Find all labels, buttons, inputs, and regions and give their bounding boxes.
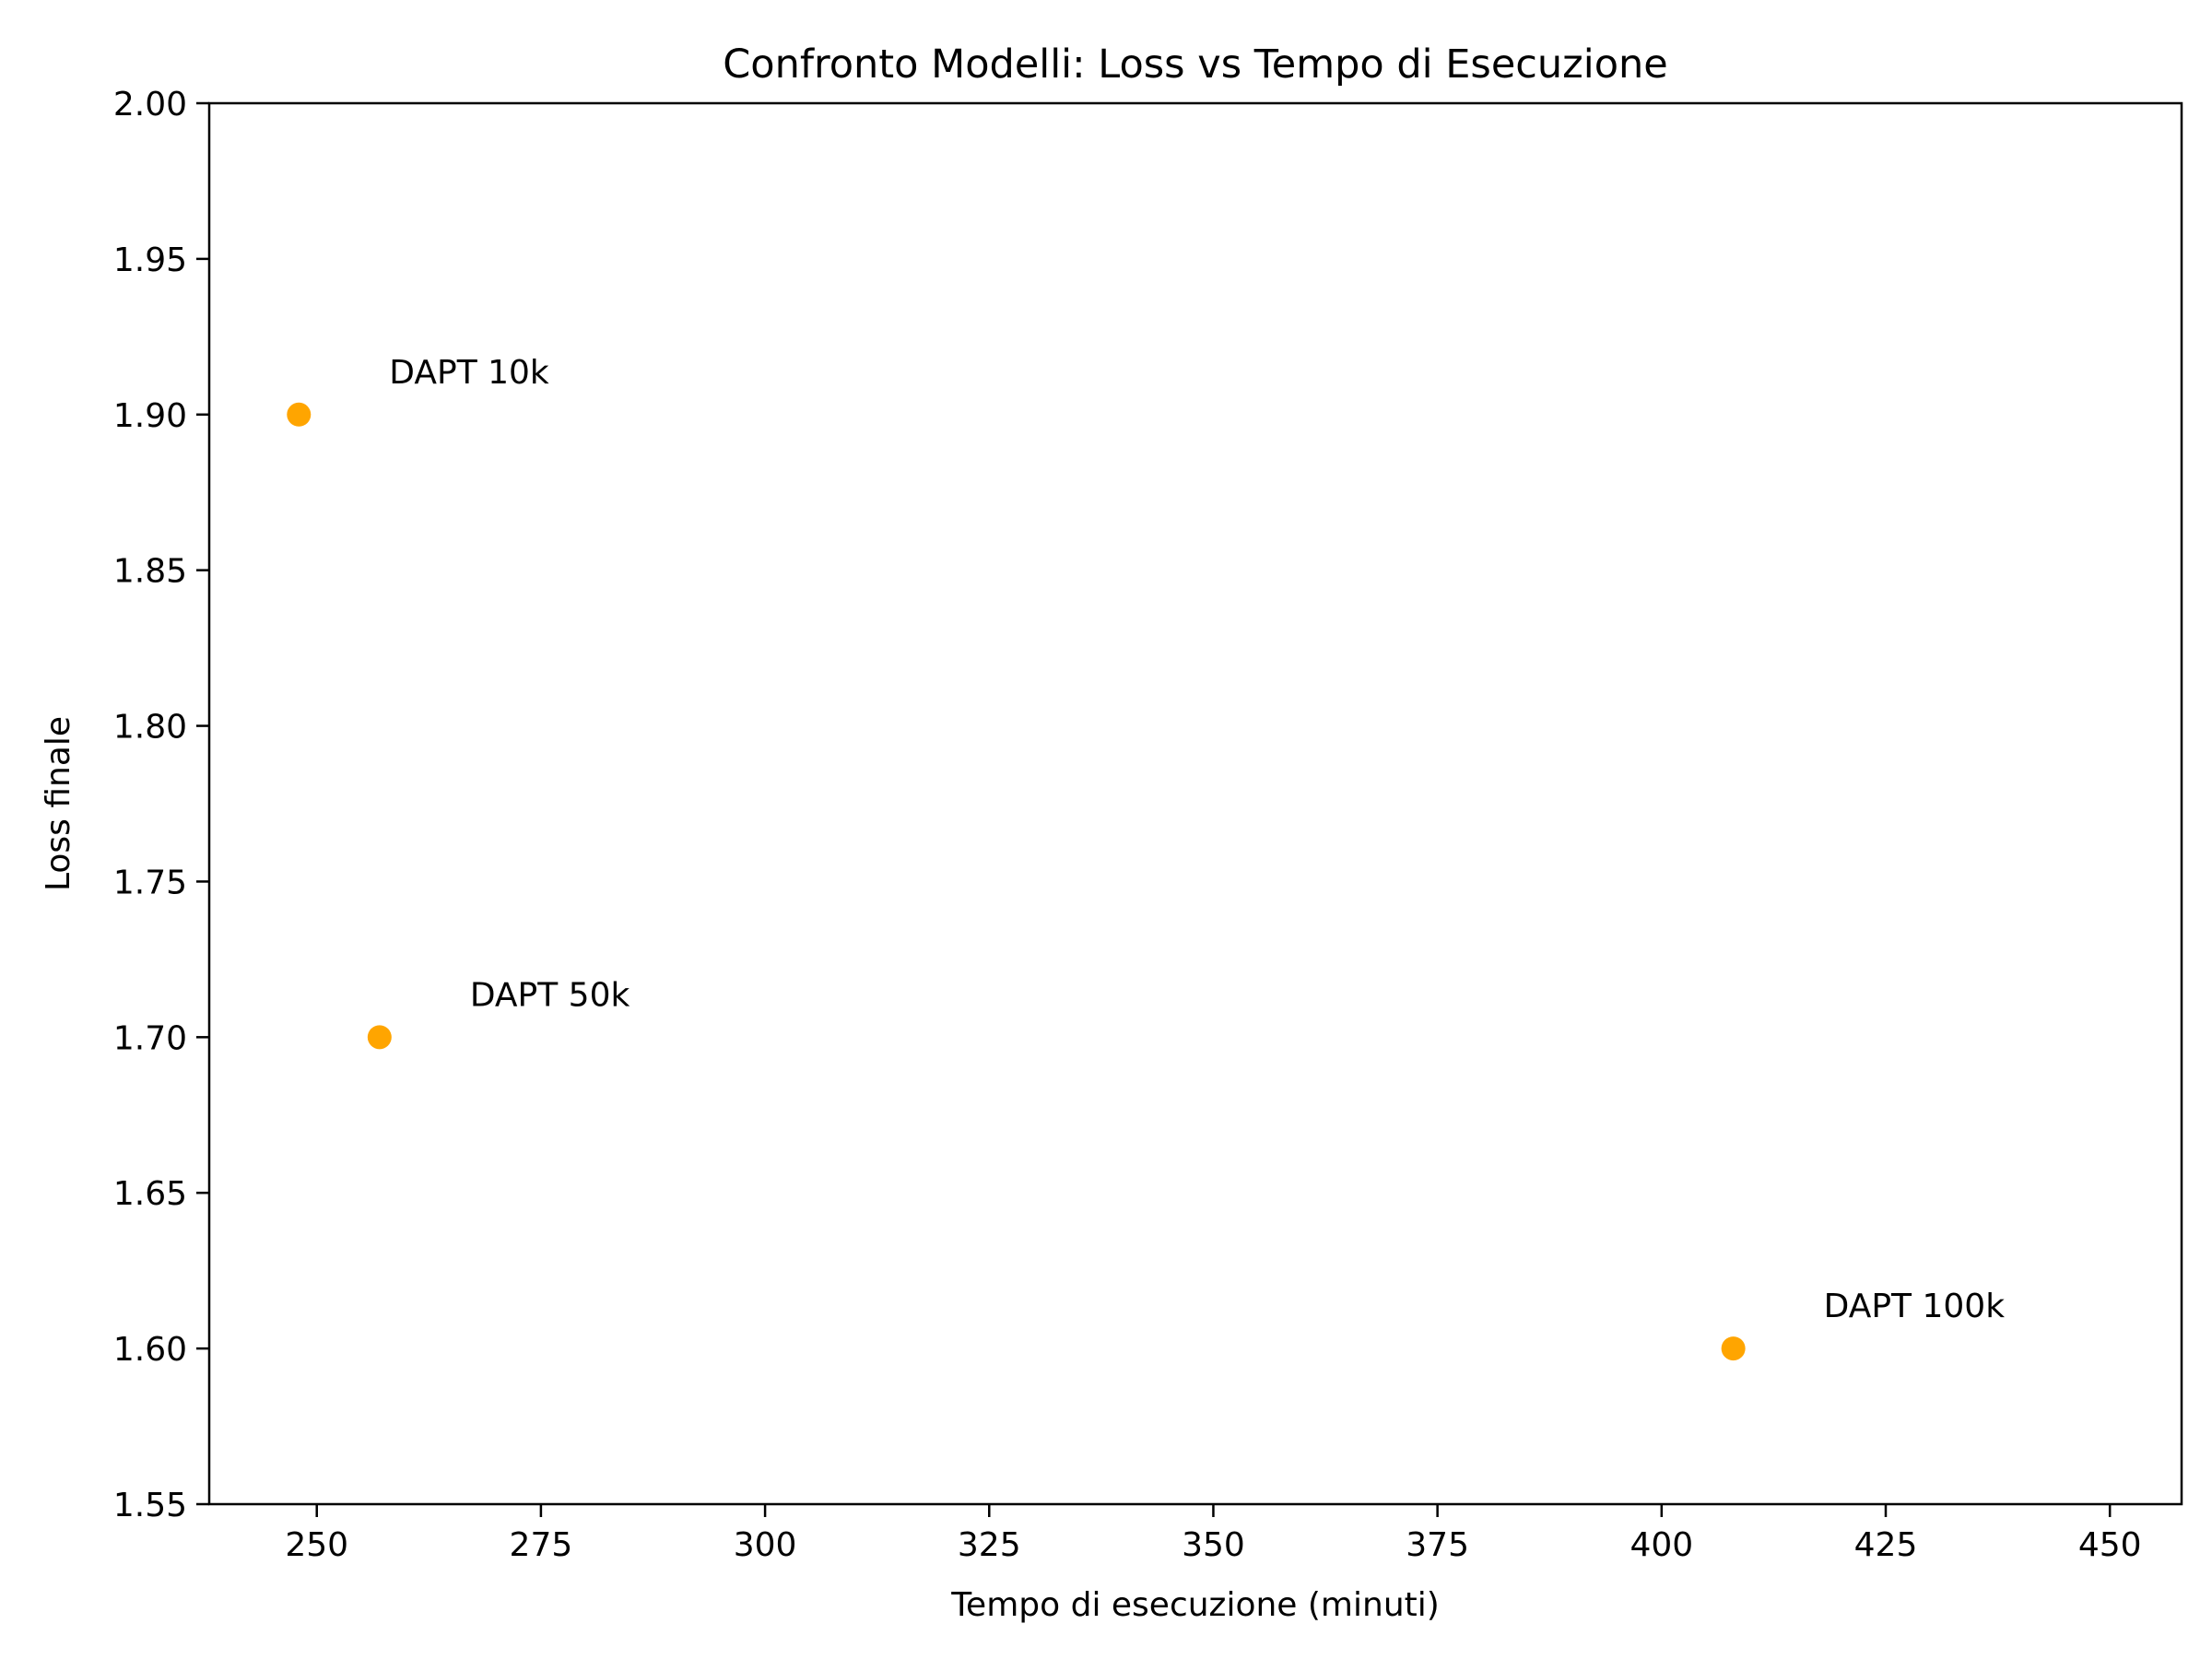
y-tick-label: 1.80 — [113, 709, 187, 747]
data-point — [1721, 1336, 1746, 1361]
y-tick-label: 2.00 — [113, 86, 187, 124]
plot-frame — [207, 101, 2183, 1506]
x-tick-label: 350 — [1182, 1526, 1245, 1564]
x-tick-label: 300 — [734, 1526, 797, 1564]
y-tick-label: 1.70 — [113, 1019, 187, 1057]
y-tick-label: 1.95 — [113, 241, 187, 279]
x-tick-label: 325 — [958, 1526, 1021, 1564]
data-point — [287, 402, 312, 427]
x-axis: 250 275 300 325 350 375 400 425 450 — [285, 1504, 2142, 1564]
y-tick-label: 1.90 — [113, 397, 187, 435]
y-axis: 1.55 1.60 1.65 1.70 1.75 1.80 1.85 1.90 1.95 2.00 — [113, 86, 209, 1524]
chart-title: Confronto Modelli: Loss vs Tempo di Esec… — [723, 41, 1667, 88]
y-tick-label: 1.60 — [113, 1331, 187, 1369]
x-tick-label: 425 — [1854, 1526, 1918, 1564]
x-tick-label: 275 — [510, 1526, 573, 1564]
data-point — [367, 1025, 392, 1050]
x-tick-label: 250 — [285, 1526, 348, 1564]
point-annotation: DAPT 10k — [389, 354, 549, 392]
x-tick-label: 375 — [1406, 1526, 1469, 1564]
x-axis-label: Tempo di esecuzione (minuti) — [950, 1586, 1440, 1624]
x-tick-label: 400 — [1630, 1526, 1693, 1564]
point-annotation: DAPT 100k — [1824, 1288, 2006, 1325]
plot-area: DAPT 10k DAPT 50k DAPT 100k — [287, 354, 2006, 1361]
x-tick-label: 450 — [2078, 1526, 2142, 1564]
y-axis-label: Loss finale — [40, 716, 77, 891]
y-tick-label: 1.75 — [113, 864, 187, 901]
point-annotation: DAPT 50k — [470, 976, 630, 1014]
y-tick-label: 1.55 — [113, 1487, 187, 1524]
y-tick-label: 1.65 — [113, 1175, 187, 1213]
y-tick-label: 1.85 — [113, 553, 187, 591]
